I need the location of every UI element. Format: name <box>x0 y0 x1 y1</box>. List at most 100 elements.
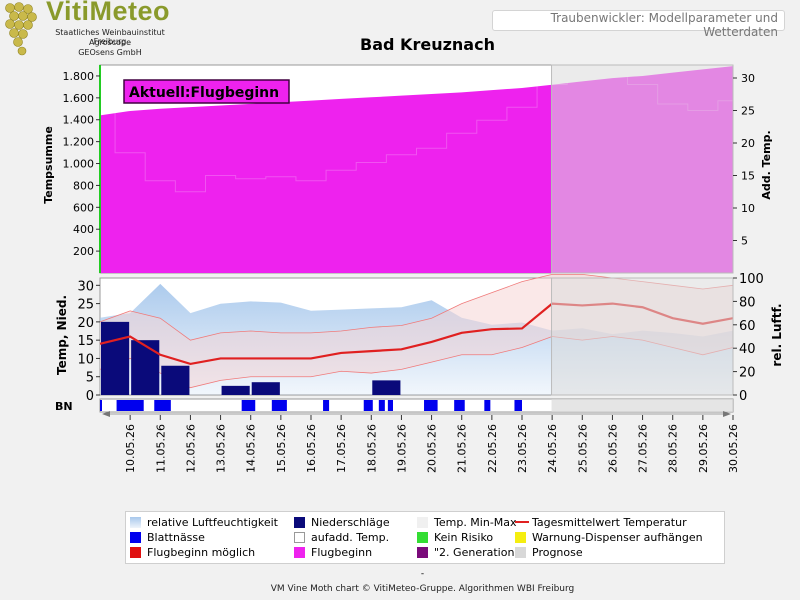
legend-label: Warnung-Dispenser aufhängen <box>532 531 703 544</box>
rain-bar <box>372 380 401 395</box>
top-right-tick-label: 25 <box>741 105 755 118</box>
top-left-tick-label: 1.200 <box>63 136 95 149</box>
legend-label: Flugbeginn möglich <box>147 546 256 559</box>
top-right-tick-label: 30 <box>741 72 755 85</box>
leafwet-bar <box>424 400 438 411</box>
bottom-left-tick-label: 20 <box>77 316 94 331</box>
legend-swatch <box>515 547 526 558</box>
x-tick-label: 20.05.26 <box>426 424 439 473</box>
legend-swatch <box>294 517 305 528</box>
top-left-tick-label: 1.400 <box>63 114 95 127</box>
legend-label: Blattnässe <box>147 531 205 544</box>
legend-swatch <box>130 532 141 543</box>
legend-label: Flugbeginn <box>311 546 373 559</box>
top-left-tick-label: 1.800 <box>63 70 95 83</box>
legend-swatch <box>417 532 428 543</box>
rain-bar <box>161 365 190 395</box>
rain-bar <box>101 321 130 395</box>
bottom-right-tick-label: 80 <box>739 295 756 310</box>
top-left-axis-title: Tempsumme <box>42 126 55 204</box>
bn-label: BN <box>55 400 73 413</box>
leafwet-bar <box>241 400 256 411</box>
top-left-tick-label: 200 <box>73 245 94 258</box>
top-left-tick-label: 600 <box>73 201 94 214</box>
top-right-axis-title: Add. Temp. <box>760 130 773 199</box>
bottom-left-tick-label: 25 <box>77 298 94 313</box>
grape-logo-icon <box>5 2 37 56</box>
x-tick-label: 29.05.26 <box>697 424 710 473</box>
bottom-right-tick-label: 20 <box>739 366 756 381</box>
scroll-right-icon <box>723 411 731 417</box>
bottom-left-tick-label: 0 <box>86 389 94 404</box>
bottom-left-tick-label: 5 <box>86 371 94 386</box>
legend-swatch <box>515 521 529 523</box>
top-left-tick-label: 400 <box>73 223 94 236</box>
bottom-right-tick-label: 0 <box>739 389 747 404</box>
x-tick-label: 15.05.26 <box>275 424 288 473</box>
leafwet-bar <box>116 400 144 411</box>
legend-label: Kein Risiko <box>434 531 494 544</box>
x-tick-label: 10.05.26 <box>124 424 137 473</box>
legend-label: Temp. Min-Max <box>434 516 517 529</box>
leafwet-bar <box>454 400 465 411</box>
x-tick-label: 21.05.26 <box>456 424 469 473</box>
x-tick-label: 28.05.26 <box>667 424 680 473</box>
status-badge-label: Aktuell:Flugbeginn <box>129 85 279 101</box>
legend-swatch <box>130 547 141 558</box>
prognose-shade-top <box>551 64 734 274</box>
leafwet-bar <box>271 400 287 411</box>
x-tick-label: 24.05.26 <box>546 424 559 473</box>
x-tick-label: 30.05.26 <box>727 424 740 473</box>
top-left-tick-label: 1.000 <box>63 158 95 171</box>
rain-bar <box>251 382 280 395</box>
x-tick-label: 14.05.26 <box>245 424 258 473</box>
legend-swatch <box>417 547 428 558</box>
leafwet-bar <box>100 400 102 411</box>
legend-label: "2. Generation" <box>434 546 520 559</box>
legend-swatch <box>294 547 305 558</box>
footer-dash: - <box>420 569 425 579</box>
legend-swatch <box>515 532 526 543</box>
top-left-tick-label: 1.600 <box>63 92 95 105</box>
legend: relative Luftfeuchtigkeit Niederschläge Te… <box>125 511 725 564</box>
legend-label: Niederschläge <box>311 516 390 529</box>
top-right-tick-label: 5 <box>741 235 748 248</box>
status-badge <box>123 79 290 104</box>
leafwet-bar <box>387 400 393 411</box>
x-tick-label: 13.05.26 <box>215 424 228 473</box>
legend-label: Prognose <box>532 546 583 559</box>
legend-swatch <box>130 517 141 528</box>
legend-label: aufadd. Temp. <box>311 531 390 544</box>
logo-line-agroscope: Agroscope <box>88 38 132 47</box>
x-tick-label: 19.05.26 <box>395 424 408 473</box>
page-subtitle: Traubenwickler: Modellparameter und Wett… <box>550 11 778 39</box>
legend-swatch <box>294 532 305 543</box>
top-right-tick-label: 20 <box>741 137 755 150</box>
bottom-left-tick-label: 15 <box>77 334 94 349</box>
subtitle-box: Traubenwickler: Modellparameter und Wett… <box>492 10 785 39</box>
legend-swatch <box>417 517 428 528</box>
leafwet-bar <box>378 400 385 411</box>
logo-line-institute: Staatliches Weinbauinstitut Freiburg <box>55 28 165 46</box>
bottom-right-tick-label: 60 <box>739 319 756 334</box>
legend-label: relative Luftfeuchtigkeit <box>147 516 278 529</box>
x-tick-label: 16.05.26 <box>305 424 318 473</box>
bottom-right-tick-label: 40 <box>739 342 756 357</box>
bottom-right-axis-title: rel. Luftf. <box>770 303 784 366</box>
leafwet-bar <box>323 400 330 411</box>
x-tick-label: 17.05.26 <box>335 424 348 473</box>
prognose-shade-bottom <box>551 277 734 396</box>
x-tick-label: 11.05.26 <box>154 424 167 473</box>
bottom-left-axis-title: Temp, Nied. <box>55 295 69 375</box>
x-tick-label: 18.05.26 <box>365 424 378 473</box>
x-tick-label: 27.05.26 <box>637 424 650 473</box>
bottom-left-tick-label: 10 <box>77 352 94 367</box>
top-left-tick-label: 800 <box>73 179 94 192</box>
leafwet-bar <box>514 400 522 411</box>
rain-bar <box>221 385 250 395</box>
top-right-tick-label: 10 <box>741 202 755 215</box>
footer-copyright: VM Vine Moth chart © VitiMeteo-Gruppe. A… <box>270 584 575 594</box>
top-right-tick-label: 15 <box>741 170 755 183</box>
chart-title: Bad Kreuznach <box>360 35 495 54</box>
